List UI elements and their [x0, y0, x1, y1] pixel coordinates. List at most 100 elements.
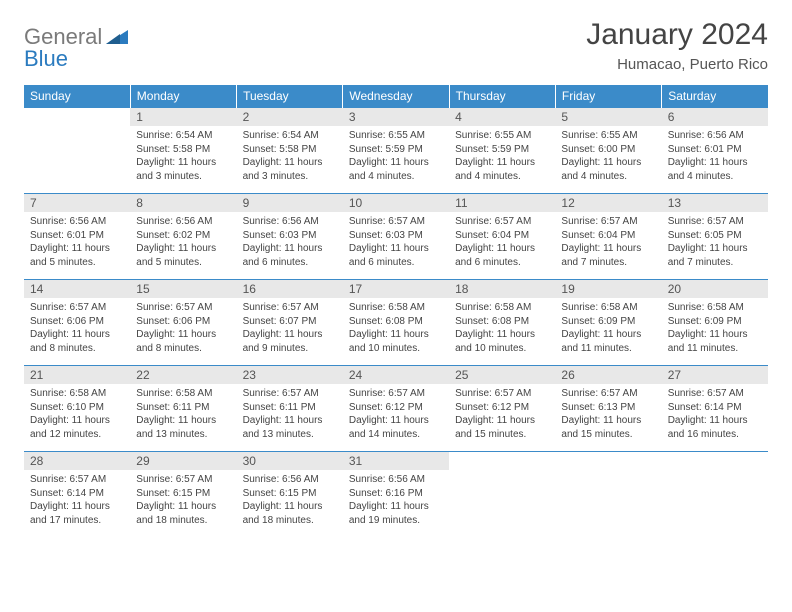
day-ss: Sunset: 6:06 PM	[30, 315, 124, 329]
day-number: 24	[343, 366, 449, 384]
day-dl1: Daylight: 11 hours	[243, 414, 337, 428]
day-dl2: and 4 minutes.	[668, 170, 762, 184]
day-dl1: Daylight: 11 hours	[349, 500, 443, 514]
day-dl1: Daylight: 11 hours	[561, 242, 655, 256]
day-details: Sunrise: 6:58 AMSunset: 6:11 PMDaylight:…	[130, 384, 236, 444]
calendar-day-cell: 17Sunrise: 6:58 AMSunset: 6:08 PMDayligh…	[343, 280, 449, 366]
day-ss: Sunset: 6:08 PM	[455, 315, 549, 329]
day-sr: Sunrise: 6:55 AM	[349, 129, 443, 143]
day-sr: Sunrise: 6:57 AM	[349, 215, 443, 229]
day-dl2: and 4 minutes.	[455, 170, 549, 184]
day-details: Sunrise: 6:57 AMSunset: 6:15 PMDaylight:…	[130, 470, 236, 530]
day-dl2: and 6 minutes.	[455, 256, 549, 270]
day-dl1: Daylight: 11 hours	[455, 242, 549, 256]
day-dl2: and 11 minutes.	[668, 342, 762, 356]
calendar-day-cell: 23Sunrise: 6:57 AMSunset: 6:11 PMDayligh…	[237, 366, 343, 452]
day-dl1: Daylight: 11 hours	[349, 328, 443, 342]
calendar-day-cell: 5Sunrise: 6:55 AMSunset: 6:00 PMDaylight…	[555, 108, 661, 194]
logo-triangle-icon	[106, 28, 128, 49]
day-dl1: Daylight: 11 hours	[455, 328, 549, 342]
day-dl2: and 4 minutes.	[561, 170, 655, 184]
day-dl2: and 4 minutes.	[349, 170, 443, 184]
logo-line2: Blue	[24, 46, 68, 72]
day-ss: Sunset: 6:02 PM	[136, 229, 230, 243]
day-ss: Sunset: 5:58 PM	[136, 143, 230, 157]
day-number: 10	[343, 194, 449, 212]
day-details: Sunrise: 6:57 AMSunset: 6:03 PMDaylight:…	[343, 212, 449, 272]
day-dl2: and 5 minutes.	[30, 256, 124, 270]
day-ss: Sunset: 6:09 PM	[668, 315, 762, 329]
day-sr: Sunrise: 6:58 AM	[30, 387, 124, 401]
day-dl1: Daylight: 11 hours	[243, 242, 337, 256]
day-number: 7	[24, 194, 130, 212]
day-number: 26	[555, 366, 661, 384]
day-dl1: Daylight: 11 hours	[561, 156, 655, 170]
calendar-day-cell: 2Sunrise: 6:54 AMSunset: 5:58 PMDaylight…	[237, 108, 343, 194]
calendar-week-row: 28Sunrise: 6:57 AMSunset: 6:14 PMDayligh…	[24, 452, 768, 538]
weekday-header: Saturday	[662, 85, 768, 108]
day-number: 15	[130, 280, 236, 298]
calendar-day-cell: 16Sunrise: 6:57 AMSunset: 6:07 PMDayligh…	[237, 280, 343, 366]
calendar-week-row: 21Sunrise: 6:58 AMSunset: 6:10 PMDayligh…	[24, 366, 768, 452]
day-details: Sunrise: 6:56 AMSunset: 6:16 PMDaylight:…	[343, 470, 449, 530]
day-number: 25	[449, 366, 555, 384]
day-dl1: Daylight: 11 hours	[136, 500, 230, 514]
day-dl2: and 10 minutes.	[455, 342, 549, 356]
day-ss: Sunset: 6:04 PM	[561, 229, 655, 243]
day-dl1: Daylight: 11 hours	[136, 414, 230, 428]
day-ss: Sunset: 6:14 PM	[30, 487, 124, 501]
day-number: 4	[449, 108, 555, 126]
title-block: January 2024 Humacao, Puerto Rico	[586, 18, 768, 73]
day-dl2: and 8 minutes.	[30, 342, 124, 356]
day-details: Sunrise: 6:57 AMSunset: 6:11 PMDaylight:…	[237, 384, 343, 444]
calendar-day-cell: 7Sunrise: 6:56 AMSunset: 6:01 PMDaylight…	[24, 194, 130, 280]
page-subtitle: Humacao, Puerto Rico	[586, 56, 768, 73]
calendar-day-cell: 25Sunrise: 6:57 AMSunset: 6:12 PMDayligh…	[449, 366, 555, 452]
day-sr: Sunrise: 6:57 AM	[30, 473, 124, 487]
day-sr: Sunrise: 6:54 AM	[136, 129, 230, 143]
day-details: Sunrise: 6:58 AMSunset: 6:09 PMDaylight:…	[662, 298, 768, 358]
day-ss: Sunset: 6:00 PM	[561, 143, 655, 157]
day-sr: Sunrise: 6:57 AM	[243, 387, 337, 401]
calendar-day-cell: 3Sunrise: 6:55 AMSunset: 5:59 PMDaylight…	[343, 108, 449, 194]
day-details: Sunrise: 6:55 AMSunset: 5:59 PMDaylight:…	[449, 126, 555, 186]
day-ss: Sunset: 6:09 PM	[561, 315, 655, 329]
day-sr: Sunrise: 6:56 AM	[30, 215, 124, 229]
day-number: 9	[237, 194, 343, 212]
calendar-day-cell: 22Sunrise: 6:58 AMSunset: 6:11 PMDayligh…	[130, 366, 236, 452]
calendar-day-cell: 6Sunrise: 6:56 AMSunset: 6:01 PMDaylight…	[662, 108, 768, 194]
day-details: Sunrise: 6:57 AMSunset: 6:06 PMDaylight:…	[24, 298, 130, 358]
weekday-header: Friday	[555, 85, 661, 108]
day-dl1: Daylight: 11 hours	[668, 328, 762, 342]
day-dl1: Daylight: 11 hours	[561, 328, 655, 342]
calendar-day-cell: 26Sunrise: 6:57 AMSunset: 6:13 PMDayligh…	[555, 366, 661, 452]
day-dl1: Daylight: 11 hours	[349, 414, 443, 428]
day-sr: Sunrise: 6:58 AM	[349, 301, 443, 315]
calendar-day-cell	[662, 452, 768, 538]
day-ss: Sunset: 6:14 PM	[668, 401, 762, 415]
day-sr: Sunrise: 6:58 AM	[668, 301, 762, 315]
calendar-day-cell: 12Sunrise: 6:57 AMSunset: 6:04 PMDayligh…	[555, 194, 661, 280]
day-ss: Sunset: 6:06 PM	[136, 315, 230, 329]
day-dl2: and 12 minutes.	[30, 428, 124, 442]
day-dl2: and 11 minutes.	[561, 342, 655, 356]
day-sr: Sunrise: 6:58 AM	[561, 301, 655, 315]
day-number: 13	[662, 194, 768, 212]
day-number: 31	[343, 452, 449, 470]
day-details: Sunrise: 6:57 AMSunset: 6:05 PMDaylight:…	[662, 212, 768, 272]
day-ss: Sunset: 6:03 PM	[243, 229, 337, 243]
day-dl1: Daylight: 11 hours	[349, 156, 443, 170]
day-number: 18	[449, 280, 555, 298]
day-details: Sunrise: 6:56 AMSunset: 6:01 PMDaylight:…	[24, 212, 130, 272]
day-ss: Sunset: 6:03 PM	[349, 229, 443, 243]
day-ss: Sunset: 5:59 PM	[349, 143, 443, 157]
day-sr: Sunrise: 6:56 AM	[136, 215, 230, 229]
calendar-day-cell: 4Sunrise: 6:55 AMSunset: 5:59 PMDaylight…	[449, 108, 555, 194]
day-details: Sunrise: 6:57 AMSunset: 6:12 PMDaylight:…	[343, 384, 449, 444]
calendar-day-cell	[449, 452, 555, 538]
weekday-header: Thursday	[449, 85, 555, 108]
calendar-week-row: 14Sunrise: 6:57 AMSunset: 6:06 PMDayligh…	[24, 280, 768, 366]
day-dl2: and 15 minutes.	[455, 428, 549, 442]
day-details: Sunrise: 6:55 AMSunset: 6:00 PMDaylight:…	[555, 126, 661, 186]
weekday-header: Monday	[130, 85, 236, 108]
